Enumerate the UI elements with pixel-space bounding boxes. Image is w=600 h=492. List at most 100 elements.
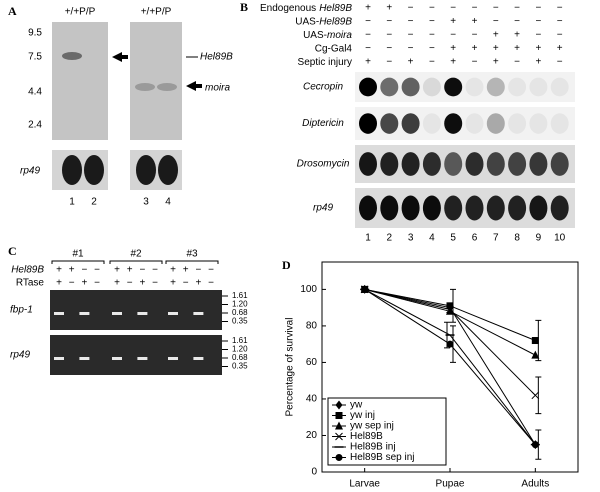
band (380, 195, 399, 221)
legend-label: yw sep inj (350, 421, 394, 432)
sign: − (152, 265, 158, 276)
band (54, 357, 64, 360)
sign: − (386, 16, 392, 27)
row-label-part: Hel89B (319, 16, 352, 27)
sign: − (493, 16, 499, 27)
sign: − (408, 16, 414, 27)
sign: + (535, 43, 541, 54)
sign: + (183, 265, 189, 276)
sign: − (450, 3, 456, 14)
marker (446, 302, 454, 310)
lane-number: 4 (429, 233, 435, 244)
x-tick-label: Pupae (436, 479, 465, 490)
marker (531, 391, 540, 400)
error-bar (535, 376, 542, 415)
sign: + (493, 30, 499, 41)
sign: − (408, 30, 414, 41)
band (359, 195, 377, 221)
row-label-part: UAS- (303, 30, 327, 41)
sign: − (535, 16, 541, 27)
sign: − (535, 3, 541, 14)
lane-number: 2 (91, 197, 97, 208)
marker (531, 441, 539, 449)
sign: + (408, 57, 414, 68)
marker (335, 432, 343, 441)
legend-box (327, 397, 447, 466)
panel-letter: B (240, 0, 248, 14)
x-tick-label: Adults (521, 479, 549, 490)
band (550, 195, 569, 221)
sign: − (514, 57, 520, 68)
sign: + (472, 16, 478, 27)
band (529, 113, 548, 134)
sign: + (557, 43, 563, 54)
band (135, 83, 155, 91)
sign: − (514, 3, 520, 14)
band (62, 155, 82, 185)
y-axis-label: Percentage of survival (285, 318, 296, 417)
row-label-part: Endogenous (260, 3, 316, 14)
sign: − (152, 278, 158, 289)
sign: − (94, 278, 100, 289)
sign: + (514, 30, 520, 41)
row-label: Septic injury (298, 57, 352, 68)
marker (531, 337, 539, 345)
row-label: UAS-moira (303, 30, 352, 41)
panel-letter: A (8, 4, 17, 18)
sign: − (450, 30, 456, 41)
lane-number: 7 (493, 233, 499, 244)
band (486, 152, 505, 176)
sign: − (493, 3, 499, 14)
gel-label: fbp-1 (10, 305, 33, 316)
band (508, 195, 527, 221)
sign: + (81, 278, 87, 289)
sign: + (472, 43, 478, 54)
group-label: #2 (130, 249, 142, 260)
band (465, 113, 484, 134)
row-label-part: UAS- (295, 16, 319, 27)
sign: − (557, 3, 563, 14)
band (401, 77, 420, 97)
size-marker: 1.61 (232, 291, 248, 300)
sign: + (493, 43, 499, 54)
band (486, 113, 505, 134)
sign: − (386, 30, 392, 41)
size-marker: 0.68 (232, 353, 248, 362)
sign: − (365, 30, 371, 41)
row-label: Hel89B (11, 265, 44, 276)
marker (361, 285, 369, 293)
size-marker: 9.5 (28, 28, 42, 39)
sign: + (386, 3, 392, 14)
band (465, 152, 484, 176)
sign: + (450, 43, 456, 54)
band (380, 152, 399, 176)
sign: − (429, 16, 435, 27)
sign: − (127, 278, 133, 289)
sign: − (81, 265, 87, 276)
y-tick-label: 40 (306, 394, 318, 405)
sign: + (450, 16, 456, 27)
blot-label: Cecropin (303, 82, 343, 93)
band (550, 113, 569, 134)
gel (50, 290, 222, 330)
size-marker: 0.35 (232, 317, 248, 326)
legend-label: Hel89B inj (350, 442, 396, 453)
sign: − (429, 43, 435, 54)
sign: − (69, 278, 75, 289)
sign: − (386, 57, 392, 68)
lane-number: 8 (514, 233, 520, 244)
sign: − (472, 57, 478, 68)
arrow (186, 81, 202, 91)
sign: − (183, 278, 189, 289)
band (401, 195, 420, 221)
sign: − (386, 43, 392, 54)
band (84, 155, 104, 185)
sign: − (472, 30, 478, 41)
marker (446, 340, 454, 348)
size-marker: 0.35 (232, 362, 248, 371)
sign: + (69, 265, 75, 276)
sign: − (365, 43, 371, 54)
sign: − (195, 265, 201, 276)
band (157, 83, 177, 91)
band (79, 357, 90, 360)
